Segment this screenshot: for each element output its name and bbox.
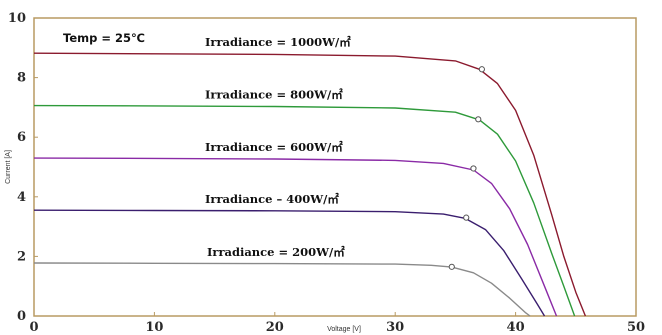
x-tick-label: 30: [386, 320, 404, 335]
y-axis-label: Current [A]: [5, 150, 12, 184]
series-label: Irradiance = 1000W/㎡: [205, 35, 351, 49]
max-power-point-marker: [463, 214, 470, 221]
series-line: [33, 104, 576, 317]
series-label: Irradiance = 200W/㎡: [207, 245, 345, 259]
y-tick-label: 4: [17, 190, 26, 205]
y-tick-label: 6: [17, 130, 26, 145]
x-tick-label: 0: [29, 320, 38, 335]
x-tick-label: 40: [507, 320, 525, 335]
x-tick-label: 10: [145, 320, 163, 335]
max-power-point-marker: [448, 263, 455, 270]
series-label: Irradiance – 400W/㎡: [205, 192, 339, 206]
x-axis-label: Voltage [V]: [327, 326, 361, 333]
y-tick-label: 2: [17, 249, 26, 264]
y-tick-label: 10: [8, 11, 26, 26]
series-label: Irradiance = 800W/㎡: [205, 88, 343, 102]
max-power-point-marker: [470, 165, 477, 172]
y-tick-label: 0: [17, 309, 26, 324]
plot-area: [33, 17, 637, 317]
temperature-annotation: Temp = 25℃: [63, 31, 145, 45]
max-power-point-marker: [478, 66, 485, 73]
y-tick-label: 8: [17, 71, 26, 86]
x-tick-label: 20: [266, 320, 284, 335]
max-power-point-marker: [475, 116, 482, 123]
series-line: [33, 52, 587, 317]
series-label: Irradiance = 600W/㎡: [205, 140, 343, 154]
x-tick-label: 50: [627, 320, 645, 335]
